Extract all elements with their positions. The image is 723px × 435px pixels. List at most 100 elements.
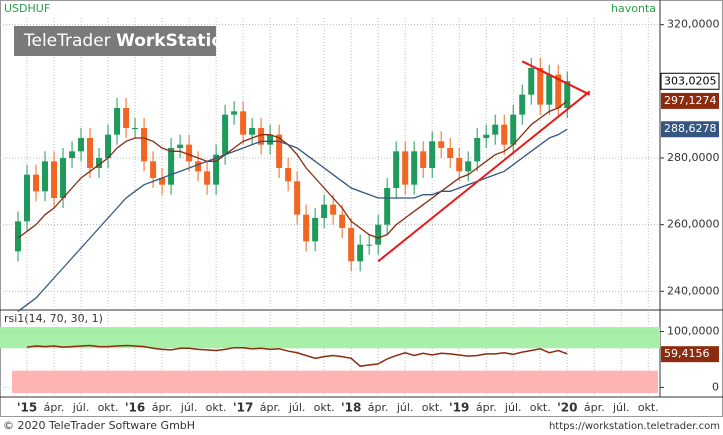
value-box bbox=[661, 346, 719, 363]
candle-body bbox=[429, 141, 436, 168]
candle-body bbox=[492, 124, 499, 135]
candle-body bbox=[87, 138, 94, 168]
candle-body bbox=[231, 111, 238, 115]
candle-body bbox=[60, 158, 67, 198]
y-tick-label: 0 bbox=[712, 380, 719, 393]
candle-body bbox=[366, 244, 373, 246]
y-tick-label: 100,0000 bbox=[667, 324, 720, 337]
candle-body bbox=[24, 174, 31, 222]
candle-body bbox=[168, 148, 175, 185]
candle-body bbox=[294, 181, 301, 215]
candle-body bbox=[186, 144, 193, 162]
candle-body bbox=[546, 74, 553, 105]
candle-body bbox=[375, 224, 382, 245]
x-tick-label: okt. bbox=[530, 401, 551, 414]
candle-body bbox=[33, 174, 40, 192]
x-tick-label: ápr. bbox=[584, 401, 605, 414]
x-tick-label: '18 bbox=[341, 401, 361, 415]
candle-body bbox=[510, 114, 517, 145]
x-tick-label: ápr. bbox=[260, 401, 281, 414]
candle-body bbox=[96, 158, 103, 168]
candle-body bbox=[303, 214, 310, 242]
x-tick-label: '20 bbox=[557, 401, 577, 415]
value-box bbox=[660, 72, 720, 90]
candle-body bbox=[258, 128, 265, 145]
value-box bbox=[661, 121, 719, 138]
period: havonta bbox=[611, 2, 656, 15]
candle-body bbox=[357, 244, 364, 262]
candle-body bbox=[501, 124, 508, 145]
x-tick-label: okt. bbox=[206, 401, 227, 414]
y-tick-label: 260,0000 bbox=[667, 218, 720, 231]
candle-body bbox=[312, 218, 319, 242]
candle-body bbox=[132, 128, 139, 129]
candle-body bbox=[249, 128, 256, 135]
x-tick-label: júl. bbox=[288, 401, 306, 414]
candle-body bbox=[195, 161, 202, 172]
y-tick-label: 240,0000 bbox=[667, 284, 720, 297]
x-tick-label: ápr. bbox=[476, 401, 497, 414]
x-tick-label: júl. bbox=[612, 401, 630, 414]
value-box bbox=[661, 92, 719, 109]
candle-body bbox=[519, 94, 526, 115]
candle-body bbox=[438, 141, 445, 148]
x-tick-label: júl. bbox=[180, 401, 198, 414]
logo: TeleTrader WorkStation bbox=[23, 31, 235, 51]
trendline bbox=[377, 90, 591, 263]
x-tick-label: '16 bbox=[125, 401, 145, 415]
x-tick-label: okt. bbox=[314, 401, 335, 414]
candle-body bbox=[321, 204, 328, 218]
y-tick-label: 320,0000 bbox=[667, 18, 720, 31]
logo-b: WorkStation bbox=[116, 31, 235, 51]
candle-body bbox=[402, 151, 409, 185]
y-tick-label: 280,0000 bbox=[667, 151, 720, 164]
candle-body bbox=[456, 158, 463, 172]
value-label: 288,6278 bbox=[664, 122, 717, 135]
candle-body bbox=[222, 114, 229, 155]
x-tick-label: okt. bbox=[98, 401, 119, 414]
x-tick-label: júl. bbox=[72, 401, 90, 414]
candle-body bbox=[150, 161, 157, 178]
candle-body bbox=[69, 151, 76, 158]
candle-body bbox=[51, 161, 58, 198]
rsi-line bbox=[26, 344, 568, 367]
footer-left: © 2020 TeleTrader Software GmbH bbox=[3, 419, 195, 432]
candle-body bbox=[411, 151, 418, 185]
candle-body bbox=[384, 188, 391, 225]
value-label: 303,0205 bbox=[664, 74, 717, 87]
candle-body bbox=[330, 204, 337, 215]
x-tick-label: júl. bbox=[396, 401, 414, 414]
overbought-band bbox=[0, 327, 660, 349]
candle-body bbox=[267, 134, 274, 145]
candle-body bbox=[564, 81, 571, 108]
candle-body bbox=[15, 221, 22, 252]
footer-right: https://workstation.teletrader.com bbox=[549, 421, 720, 432]
x-tick-label: ápr. bbox=[368, 401, 389, 414]
candle-body bbox=[177, 144, 184, 148]
candle-body bbox=[141, 128, 148, 162]
logo-a: TeleTrader bbox=[23, 31, 116, 51]
x-tick-label: '17 bbox=[233, 401, 253, 415]
candle-body bbox=[204, 171, 211, 185]
logo-box bbox=[14, 26, 216, 56]
candle-body bbox=[537, 68, 544, 105]
value-label: 297,1274 bbox=[664, 94, 717, 107]
candle-body bbox=[339, 214, 346, 228]
candle-body bbox=[348, 228, 355, 262]
x-tick-label: ápr. bbox=[44, 401, 65, 414]
candle-body bbox=[114, 108, 121, 135]
candle-body bbox=[276, 134, 283, 168]
x-tick-label: ápr. bbox=[152, 401, 173, 414]
candle-body bbox=[285, 168, 292, 182]
candle-body bbox=[555, 74, 562, 108]
rsi-title: rsi1(14, 70, 30, 1) bbox=[4, 312, 103, 325]
candle-body bbox=[78, 138, 85, 152]
x-tick-label: okt. bbox=[638, 401, 659, 414]
x-tick-label: '15 bbox=[17, 401, 37, 415]
candle-body bbox=[465, 161, 472, 172]
candle-body bbox=[447, 148, 454, 158]
candle-body bbox=[420, 151, 427, 168]
candle-body bbox=[159, 178, 166, 185]
candle-body bbox=[474, 138, 481, 162]
